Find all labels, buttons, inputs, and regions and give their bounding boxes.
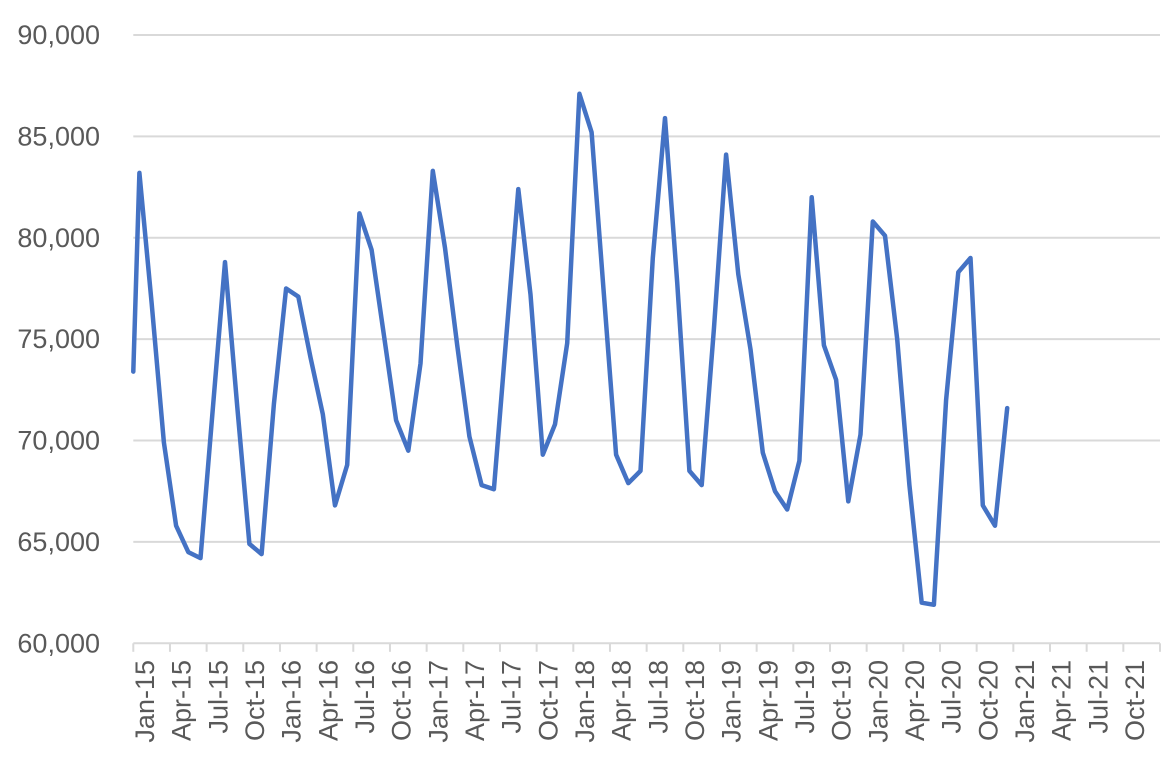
x-axis-labels: Jan-15 Apr-15 Jul-15 Oct-15 Jan-16 Apr-16 Jul-… (130, 660, 1150, 743)
series-line (131, 91, 1010, 608)
x-axis-tick-label: Oct-20 (973, 660, 1003, 741)
x-axis-tick-label: Oct-17 (533, 660, 563, 741)
x-axis-tick-label: Apr-17 (460, 660, 490, 741)
x-axis-tick-label: Apr-20 (900, 660, 930, 741)
x-axis-tick-label: Jan-20 (863, 660, 893, 743)
y-axis-tick-label: 85,000 (17, 121, 100, 151)
gridlines (133, 34, 1160, 543)
x-axis-tick-label: Jan-18 (570, 660, 600, 743)
x-axis-tick-label: Jan-15 (130, 660, 160, 743)
y-axis-labels: 90,000 85,000 80,000 75,000 70,000 65,000 60,0… (17, 20, 100, 658)
y-axis-tick-label: 70,000 (17, 426, 100, 456)
data-series (131, 91, 1010, 608)
x-axis-tick-label: Apr-15 (167, 660, 197, 741)
x-axis-tick-label: Oct-19 (827, 660, 857, 741)
x-axis-tick-label: Oct-21 (1120, 660, 1150, 741)
x-axis-tick-label: Jan-21 (1010, 660, 1040, 743)
x-axis-tick-label: Jul-17 (497, 660, 527, 734)
x-axis-tick-label: Apr-21 (1047, 660, 1077, 741)
x-axis-tick-label: Oct-16 (387, 660, 417, 741)
y-axis-tick-label: 60,000 (17, 628, 100, 658)
x-axis-tick-label: Jul-20 (937, 660, 967, 734)
x-axis-tick-label: Jul-21 (1083, 660, 1113, 734)
x-axis-tick-label: Apr-19 (753, 660, 783, 741)
y-axis-tick-label: 90,000 (17, 20, 100, 50)
x-axis-tick-label: Jul-19 (790, 660, 820, 734)
y-axis-tick-label: 80,000 (17, 223, 100, 253)
x-axis-tick-label: Jan-19 (717, 660, 747, 743)
y-axis-tick-label: 65,000 (17, 527, 100, 557)
x-axis-tick-label: Oct-15 (240, 660, 270, 741)
x-axis-tick-label: Apr-18 (607, 660, 637, 741)
x-axis-tick-label: Apr-16 (313, 660, 343, 741)
x-axis-tick-label: Jul-18 (643, 660, 673, 734)
x-axis-tick-label: Jul-15 (203, 660, 233, 734)
x-axis-tick-label: Jan-16 (277, 660, 307, 743)
x-axis-tick-label: Jan-17 (423, 660, 453, 743)
x-axis-tick-label: Jul-16 (350, 660, 380, 734)
y-axis-tick-label: 75,000 (17, 324, 100, 354)
x-axis (132, 642, 1161, 652)
x-axis-tick-label: Oct-18 (680, 660, 710, 741)
